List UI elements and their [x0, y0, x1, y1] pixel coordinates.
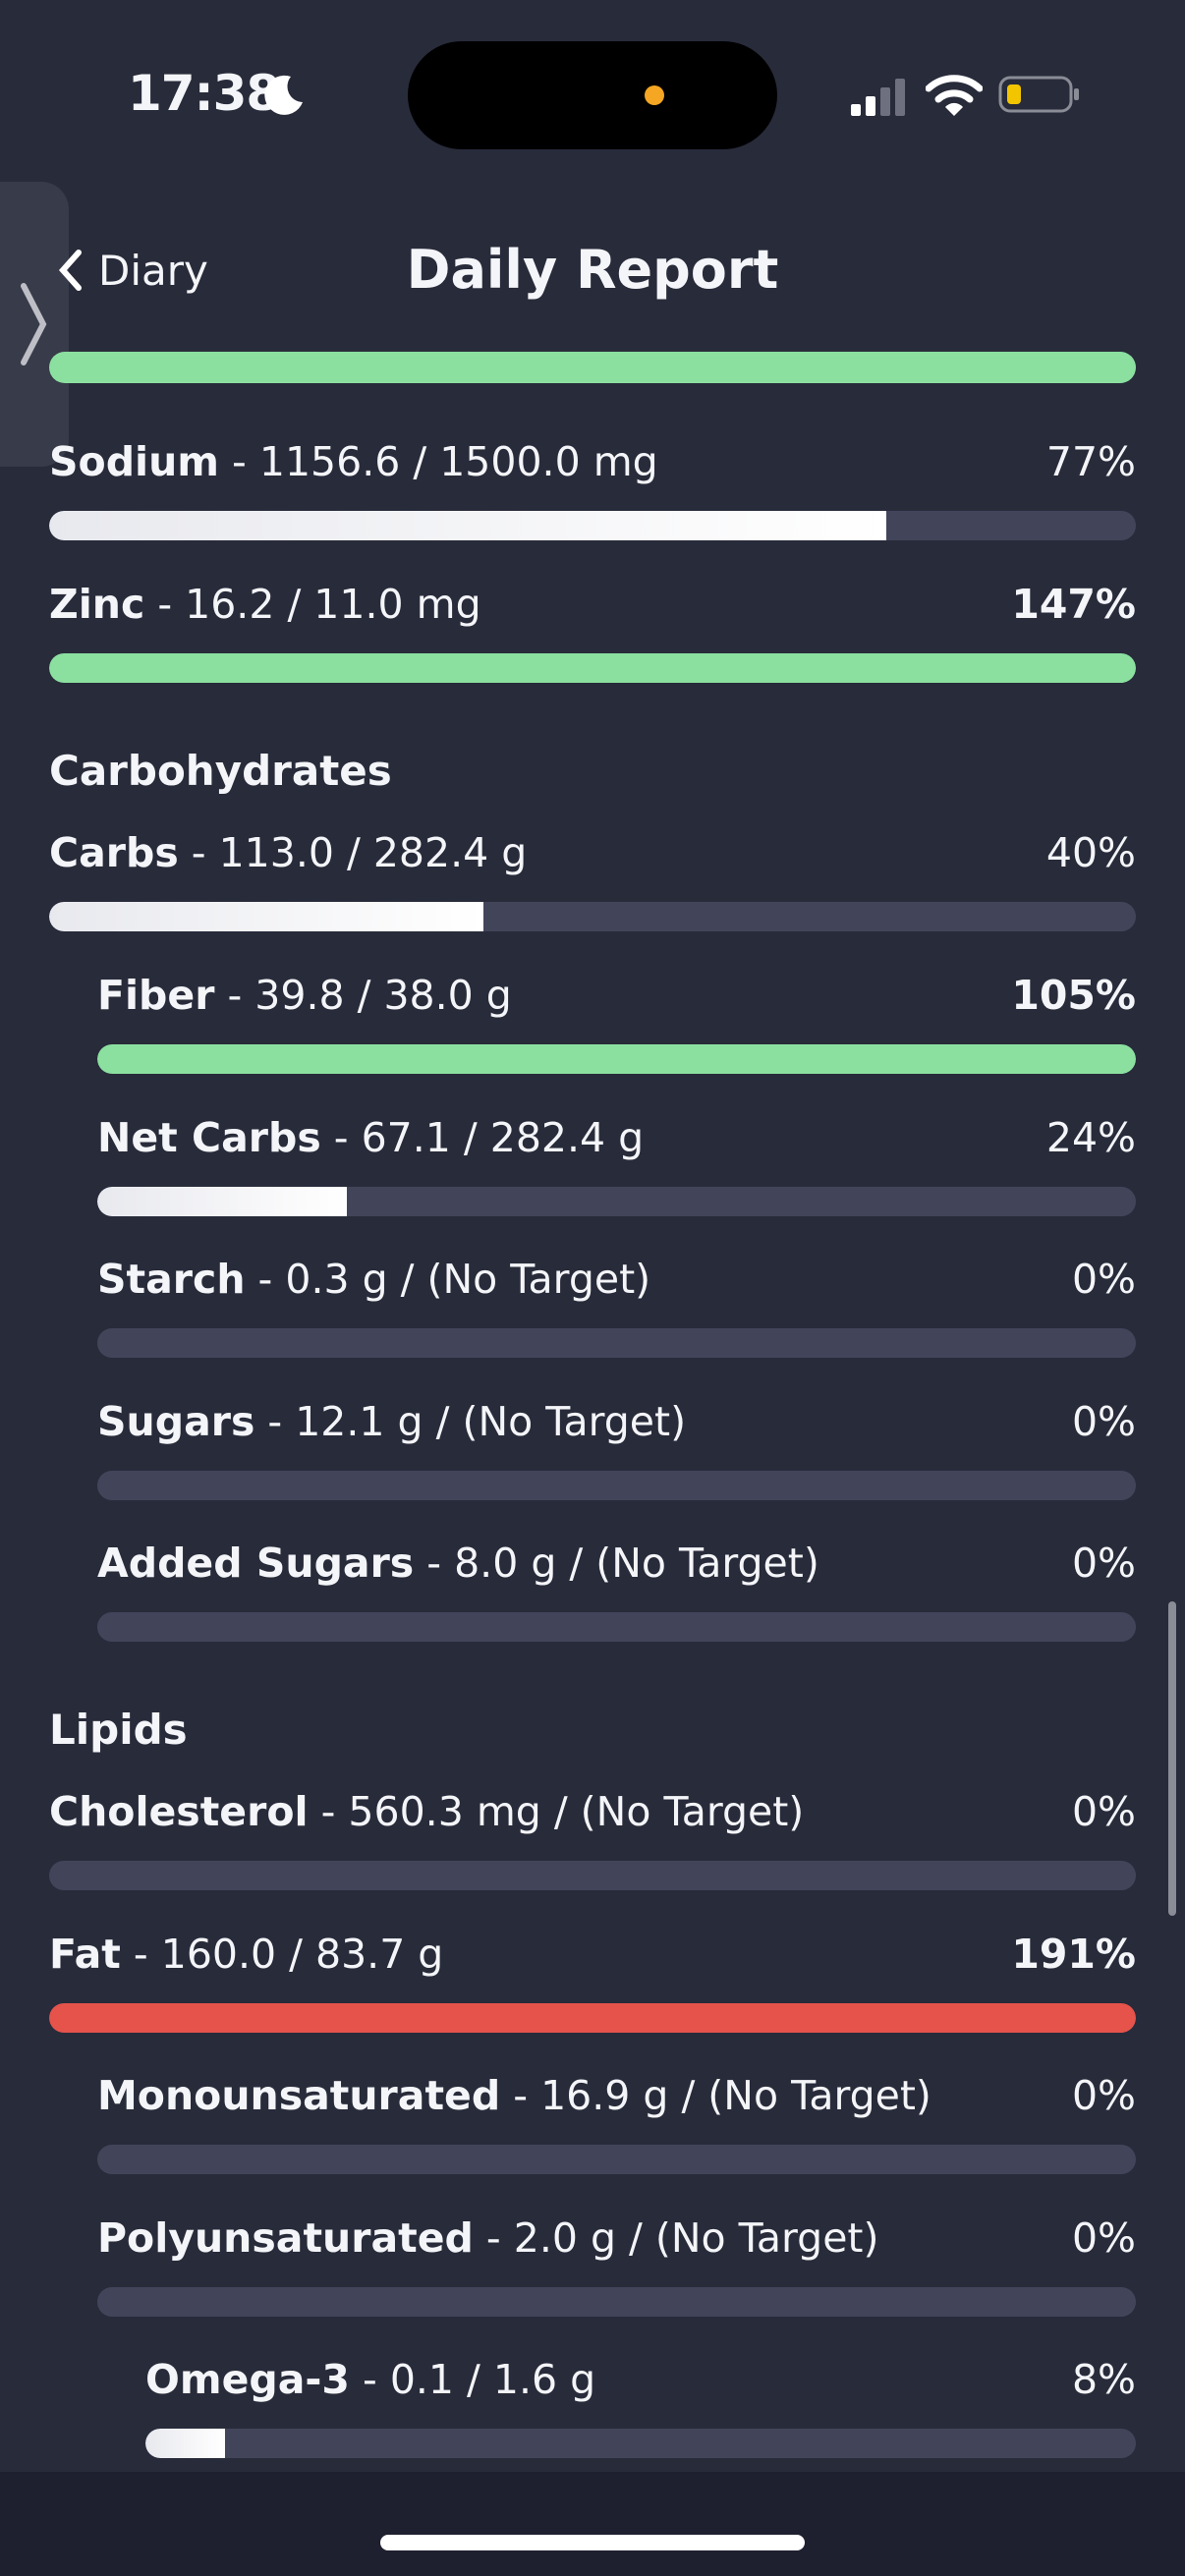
nutrient-name: Sodium: [49, 438, 220, 485]
nutrient-amount: - 160.0 / 83.7 g: [120, 1931, 444, 1978]
page-title: Daily Report: [406, 239, 779, 301]
bottom-safe-area: [0, 2472, 1185, 2576]
progress-track: [49, 653, 1136, 683]
section-title-lipids: Lipids: [49, 1706, 188, 1754]
battery-low-icon: [998, 76, 1079, 113]
progress-fill: [97, 1044, 1136, 1074]
chevron-left-icon: [58, 250, 82, 291]
progress-fill: [49, 653, 1136, 683]
nutrient-amount: - 16.9 g / (No Target): [500, 2072, 931, 2119]
progress-track: [97, 1612, 1136, 1642]
nutrient-name: Polyunsaturated: [97, 2214, 474, 2262]
progress-fill: [145, 2429, 225, 2458]
nutrient-percent: 40%: [1045, 829, 1136, 876]
nutrient-amount: - 0.1 / 1.6 g: [349, 2356, 596, 2403]
nutrient-name: Fat: [49, 1931, 121, 1978]
nutrient-amount: - 67.1 / 282.4 g: [320, 1114, 645, 1161]
progress-track: [97, 1044, 1136, 1074]
nutrient-row-omega-3[interactable]: Omega-3 - 0.1 / 1.6 g 8%: [145, 2350, 1136, 2468]
progress-bar-clipped: [49, 352, 1136, 383]
nutrient-name: Carbs: [49, 829, 179, 876]
back-button[interactable]: Diary: [57, 236, 208, 305]
nutrient-name: Zinc: [49, 581, 145, 628]
chevron-right-icon: [21, 283, 47, 365]
progress-track: [97, 2145, 1136, 2174]
drawer-handle[interactable]: [0, 182, 69, 467]
nutrient-percent: 24%: [1045, 1114, 1136, 1161]
nutrient-row-fiber[interactable]: Fiber - 39.8 / 38.0 g 105%: [97, 966, 1136, 1084]
nutrient-name: Monounsaturated: [97, 2072, 501, 2119]
progress-fill: [49, 511, 886, 540]
status-time: 17:38: [128, 65, 280, 122]
nutrient-percent: 147%: [1011, 581, 1136, 628]
nutrient-amount: - 113.0 / 282.4 g: [178, 829, 528, 876]
nutrient-amount: - 1156.6 / 1500.0 mg: [219, 438, 658, 485]
nutrient-percent: 0%: [1071, 2072, 1136, 2119]
nutrient-row-carbs[interactable]: Carbs - 113.0 / 282.4 g 40%: [49, 823, 1136, 941]
progress-track: [49, 902, 1136, 931]
back-label: Diary: [98, 246, 208, 295]
nutrient-row-starch[interactable]: Starch - 0.3 g / (No Target) 0%: [97, 1250, 1136, 1368]
nutrient-percent: 0%: [1071, 1540, 1136, 1587]
nutrient-amount: - 0.3 g / (No Target): [245, 1256, 651, 1303]
progress-track: [49, 2003, 1136, 2033]
progress-fill: [49, 902, 484, 931]
nutrient-percent: 0%: [1071, 1788, 1136, 1835]
progress-track: [49, 1861, 1136, 1890]
scrollbar[interactable]: [1168, 1601, 1176, 1916]
privacy-indicator-dot: [645, 85, 664, 105]
progress-track: [145, 2429, 1136, 2458]
progress-track: [97, 1471, 1136, 1500]
progress-track: [97, 1187, 1136, 1216]
nutrient-percent: 105%: [1011, 972, 1136, 1019]
nutrient-amount: - 16.2 / 11.0 mg: [144, 581, 481, 628]
nutrient-row-net-carbs[interactable]: Net Carbs - 67.1 / 282.4 g 24%: [97, 1108, 1136, 1226]
progress-track: [97, 2287, 1136, 2317]
nutrient-row-sugars[interactable]: Sugars - 12.1 g / (No Target) 0%: [97, 1392, 1136, 1510]
nutrient-row-monounsaturated[interactable]: Monounsaturated - 16.9 g / (No Target) 0…: [97, 2066, 1136, 2184]
nutrient-percent: 0%: [1071, 1398, 1136, 1445]
nutrient-row-zinc[interactable]: Zinc - 16.2 / 11.0 mg 147%: [49, 575, 1136, 693]
nutrient-row-sodium[interactable]: Sodium - 1156.6 / 1500.0 mg 77%: [49, 432, 1136, 550]
nutrient-row-fat[interactable]: Fat - 160.0 / 83.7 g 191%: [49, 1925, 1136, 2043]
nutrient-name: Fiber: [97, 972, 215, 1019]
nutrient-name: Cholesterol: [49, 1788, 309, 1835]
nutrient-amount: - 8.0 g / (No Target): [414, 1540, 819, 1587]
nutrient-name: Omega-3: [145, 2356, 350, 2403]
nutrient-name: Net Carbs: [97, 1114, 321, 1161]
progress-track: [97, 1328, 1136, 1358]
nutrient-row-cholesterol[interactable]: Cholesterol - 560.3 mg / (No Target) 0%: [49, 1782, 1136, 1900]
nutrient-percent: 8%: [1071, 2356, 1136, 2403]
nutrient-row-polyunsaturated[interactable]: Polyunsaturated - 2.0 g / (No Target) 0%: [97, 2209, 1136, 2326]
status-bar: 17:38: [0, 0, 1185, 196]
moon-icon: [264, 75, 303, 115]
home-indicator[interactable]: [380, 2535, 805, 2550]
nutrient-amount: - 2.0 g / (No Target): [473, 2214, 879, 2262]
nutrient-percent: 191%: [1011, 1931, 1136, 1978]
nutrient-amount: - 39.8 / 38.0 g: [214, 972, 512, 1019]
nutrient-amount: - 12.1 g / (No Target): [254, 1398, 687, 1445]
nutrient-name: Added Sugars: [97, 1540, 415, 1587]
cellular-signal-icon: [851, 79, 905, 116]
wifi-icon: [926, 75, 983, 116]
nutrient-amount: - 560.3 mg / (No Target): [308, 1788, 805, 1835]
nutrient-name: Sugars: [97, 1398, 255, 1445]
nutrient-percent: 0%: [1071, 2214, 1136, 2262]
nutrient-percent: 0%: [1071, 1256, 1136, 1303]
nutrient-name: Starch: [97, 1256, 246, 1303]
progress-fill: [49, 2003, 1136, 2033]
dynamic-island: [408, 41, 777, 149]
nutrient-percent: 77%: [1045, 438, 1136, 485]
progress-track: [49, 511, 1136, 540]
section-title-carbohydrates: Carbohydrates: [49, 747, 392, 795]
progress-fill: [97, 1187, 347, 1216]
nutrient-row-added-sugars[interactable]: Added Sugars - 8.0 g / (No Target) 0%: [97, 1534, 1136, 1652]
